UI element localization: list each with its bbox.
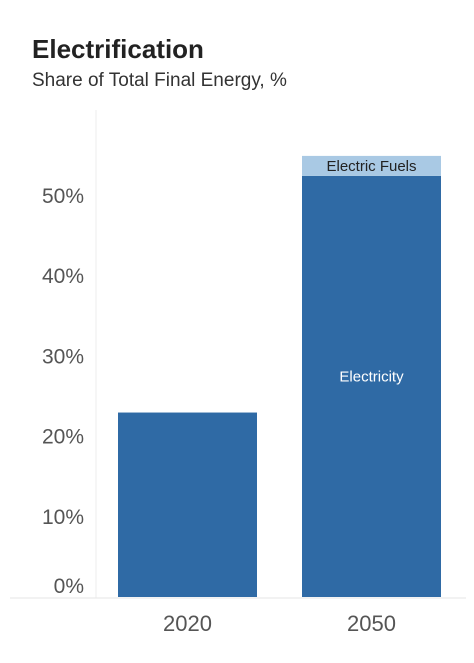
x-axis: 2020 2050	[163, 611, 396, 636]
x-tick-label: 2020	[163, 611, 212, 636]
y-tick-label: 40%	[42, 265, 84, 288]
chart-subtitle: Share of Total Final Energy, %	[32, 70, 287, 91]
bar-electricity-2020	[118, 412, 257, 597]
y-tick-label: 10%	[42, 506, 84, 529]
y-tick-label: 20%	[42, 426, 84, 449]
y-tick-label: 50%	[42, 185, 84, 208]
y-tick-label: 30%	[42, 345, 84, 368]
bars: Electricity Electric Fuels	[118, 155, 441, 597]
x-tick-label: 2050	[347, 611, 396, 636]
segment-label-electric-fuels: Electric Fuels	[326, 158, 416, 175]
bar-electric-fuels-2050	[302, 155, 441, 176]
y-tick-label: 0%	[54, 575, 84, 598]
segment-label-electricity: Electricity	[339, 368, 404, 385]
chart-title: Electrification	[32, 34, 204, 64]
bar-electricity-2050	[302, 175, 441, 597]
y-axis: 0% 10% 20% 30% 40% 50%	[42, 185, 84, 598]
